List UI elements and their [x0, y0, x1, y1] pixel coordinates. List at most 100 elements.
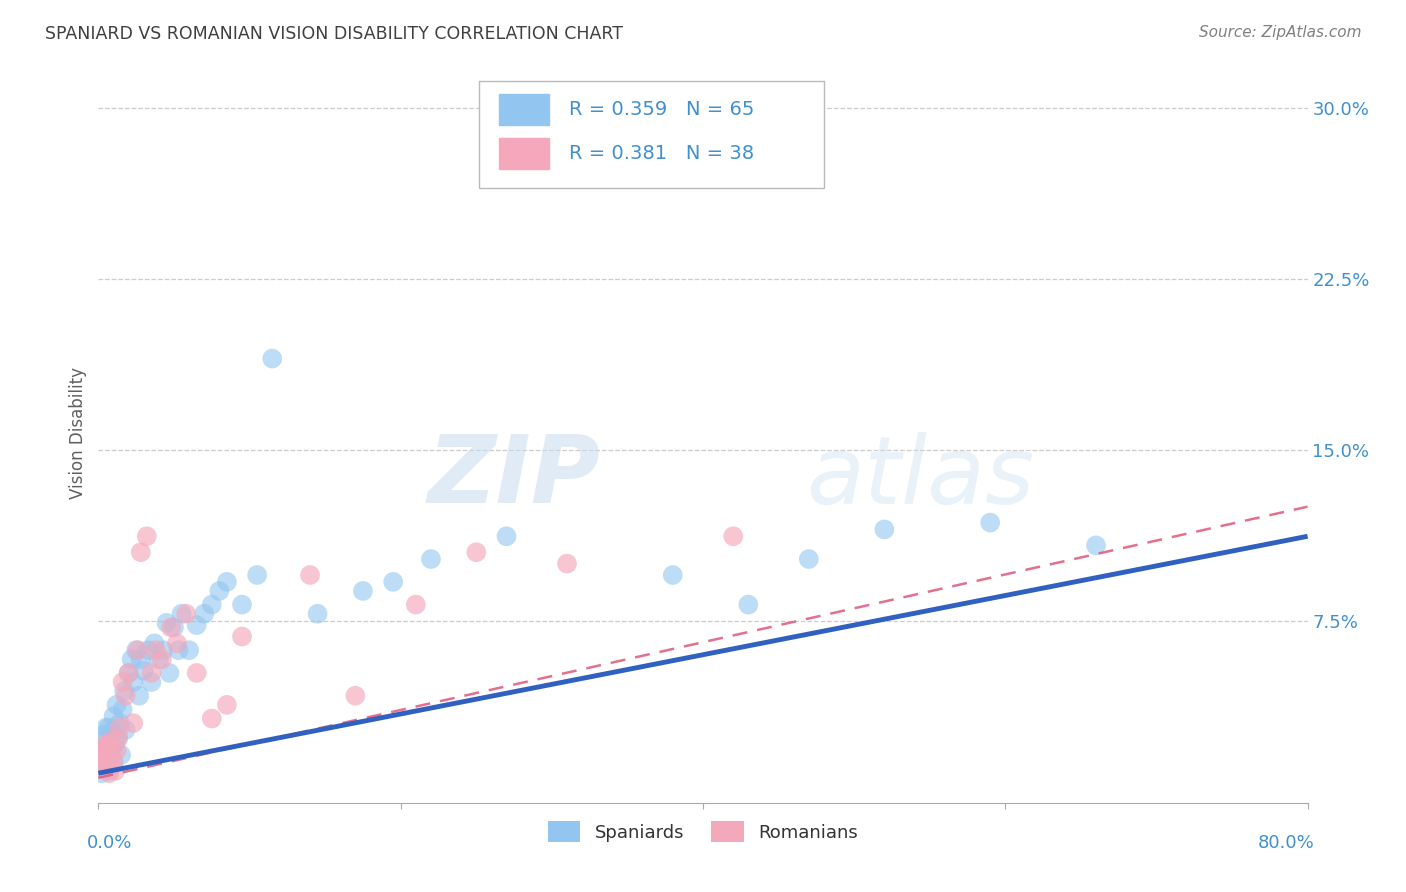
Point: [100, 734, 122, 748]
Point: [103, 709, 125, 723]
Point: [405, 598, 427, 612]
Point: [152, 643, 174, 657]
Point: [495, 529, 517, 543]
Point: [94, 721, 117, 735]
Point: [307, 607, 329, 621]
Point: [160, 620, 183, 634]
Point: [93, 747, 115, 762]
Point: [91, 757, 114, 772]
Point: [118, 665, 141, 680]
Point: [420, 552, 443, 566]
Point: [979, 516, 1001, 530]
Point: [129, 652, 152, 666]
Point: [101, 725, 124, 739]
Text: 0.0%: 0.0%: [87, 834, 132, 852]
Text: ZIP: ZIP: [427, 431, 600, 523]
Point: [112, 684, 135, 698]
Point: [129, 545, 152, 559]
Point: [93, 739, 115, 753]
Point: [344, 689, 367, 703]
Point: [110, 747, 132, 762]
Text: R = 0.359   N = 65: R = 0.359 N = 65: [569, 100, 754, 119]
Point: [108, 716, 131, 731]
Point: [141, 665, 163, 680]
Point: [128, 689, 150, 703]
Point: [104, 737, 127, 751]
FancyBboxPatch shape: [499, 94, 550, 125]
Point: [737, 598, 759, 612]
Point: [108, 721, 131, 735]
Text: 80.0%: 80.0%: [1258, 834, 1315, 852]
Point: [132, 664, 155, 678]
Point: [155, 615, 177, 630]
Point: [94, 755, 117, 769]
Text: atlas: atlas: [806, 432, 1033, 523]
Point: [246, 568, 269, 582]
Point: [141, 675, 163, 690]
Point: [208, 583, 231, 598]
Point: [98, 721, 121, 735]
Point: [555, 124, 578, 138]
Point: [114, 689, 136, 703]
Point: [201, 712, 224, 726]
Point: [555, 557, 578, 571]
Point: [107, 730, 129, 744]
Point: [174, 607, 197, 621]
Text: Source: ZipAtlas.com: Source: ZipAtlas.com: [1198, 25, 1361, 40]
Point: [166, 636, 188, 650]
Y-axis label: Vision Disability: Vision Disability: [69, 367, 87, 499]
Point: [91, 743, 114, 757]
Point: [159, 665, 181, 680]
Point: [231, 630, 253, 644]
Point: [163, 620, 186, 634]
Point: [170, 607, 193, 621]
Point: [201, 598, 224, 612]
Point: [215, 698, 238, 712]
Point: [105, 743, 128, 757]
Point: [186, 618, 208, 632]
Point: [103, 757, 125, 772]
Point: [94, 762, 117, 776]
Point: [90, 766, 112, 780]
Point: [186, 665, 208, 680]
Point: [122, 675, 145, 690]
Point: [114, 723, 136, 737]
Point: [98, 764, 121, 778]
Point: [90, 762, 112, 776]
FancyBboxPatch shape: [499, 138, 550, 169]
Legend: Spaniards, Romanians: Spaniards, Romanians: [541, 814, 865, 849]
Point: [122, 716, 145, 731]
Point: [231, 598, 253, 612]
Point: [299, 568, 322, 582]
Point: [215, 574, 238, 589]
Point: [89, 750, 111, 764]
Text: R = 0.381   N = 38: R = 0.381 N = 38: [569, 144, 754, 163]
Point: [150, 652, 173, 666]
Point: [179, 643, 201, 657]
Point: [167, 643, 190, 657]
Point: [96, 739, 118, 753]
Point: [91, 734, 114, 748]
Point: [111, 675, 134, 690]
Point: [103, 755, 125, 769]
Point: [107, 731, 129, 746]
Point: [382, 574, 405, 589]
Point: [1085, 538, 1108, 552]
Point: [104, 764, 127, 778]
Point: [193, 607, 215, 621]
Point: [148, 652, 170, 666]
Point: [96, 752, 118, 766]
Point: [127, 643, 149, 657]
Point: [723, 529, 745, 543]
Point: [105, 698, 128, 712]
Point: [98, 766, 121, 780]
Point: [101, 741, 124, 756]
Point: [100, 747, 122, 762]
Point: [352, 583, 374, 598]
Point: [262, 351, 284, 366]
Point: [90, 743, 112, 757]
Point: [100, 734, 122, 748]
Point: [101, 747, 124, 762]
Point: [873, 523, 896, 537]
Point: [797, 552, 820, 566]
